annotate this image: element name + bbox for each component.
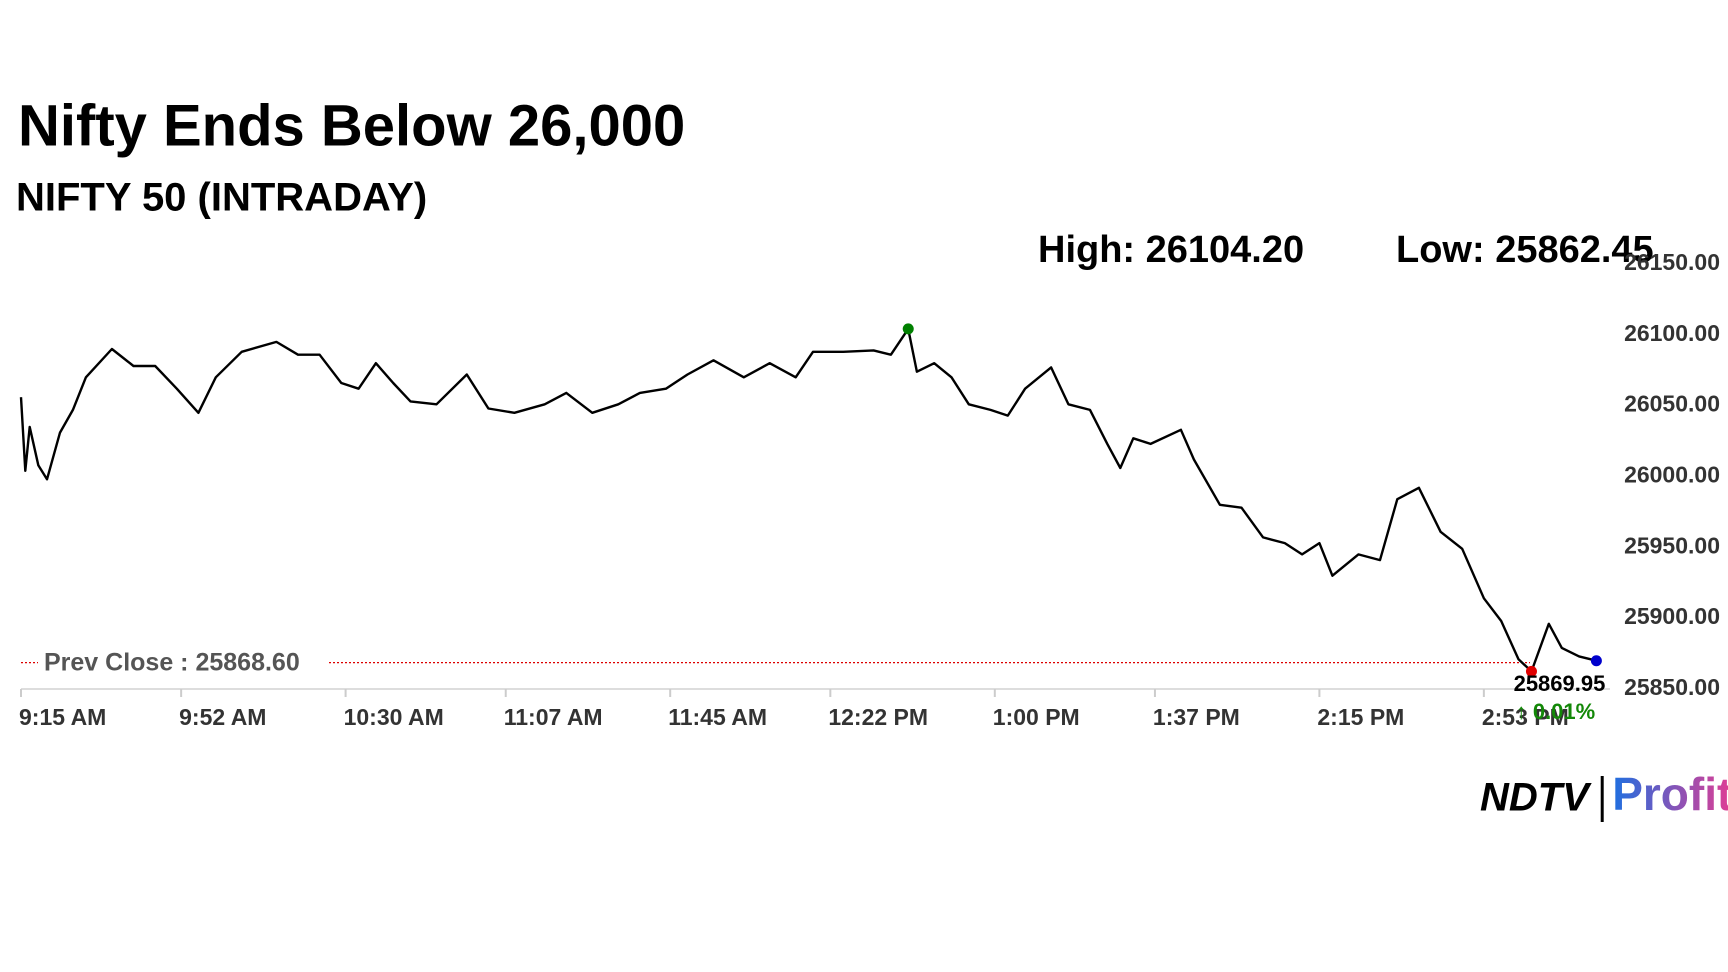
change-label: ↑ 0.01% — [1516, 699, 1596, 724]
y-tick-label: 25950.00 — [1624, 532, 1720, 558]
low-label: Low: 25862.45 — [1396, 229, 1654, 271]
x-tick-label: 9:15 AM — [19, 704, 106, 730]
prev-close-label: Prev Close : 25868.60 — [44, 648, 300, 676]
brand-ndtv: NDTV — [1480, 776, 1592, 820]
y-tick-label: 25900.00 — [1624, 603, 1720, 629]
y-tick-label: 26150.00 — [1624, 249, 1720, 275]
y-tick-label: 26050.00 — [1624, 391, 1720, 417]
y-tick-label: 25850.00 — [1624, 674, 1720, 700]
x-tick-label: 10:30 AM — [344, 704, 444, 730]
x-tick-label: 12:22 PM — [828, 704, 928, 730]
y-tick-label: 26000.00 — [1624, 462, 1720, 488]
high-marker — [902, 323, 914, 335]
chart-title: Nifty Ends Below 26,000 — [18, 93, 685, 158]
x-tick-label: 9:52 AM — [179, 704, 266, 730]
x-tick-label: 11:07 AM — [504, 704, 603, 730]
chart-subtitle: NIFTY 50 (INTRADAY) — [16, 176, 427, 220]
x-tick-label: 1:00 PM — [993, 704, 1080, 730]
last-marker — [1590, 655, 1602, 667]
brand-profit: Profit — [1612, 768, 1728, 820]
y-tick-label: 26100.00 — [1624, 320, 1720, 346]
prev-close-bg — [38, 646, 328, 679]
low-marker — [1525, 665, 1537, 677]
x-tick-label: 1:37 PM — [1153, 704, 1240, 730]
x-tick-label: 11:45 AM — [668, 704, 767, 730]
x-tick-label: 2:53 PM — [1482, 704, 1569, 730]
x-tick-label: 2:15 PM — [1317, 704, 1404, 730]
price-line — [19, 327, 1597, 673]
high-label: High: 26104.20 — [1038, 229, 1304, 271]
last-value-label: 25869.95 — [1514, 671, 1606, 696]
